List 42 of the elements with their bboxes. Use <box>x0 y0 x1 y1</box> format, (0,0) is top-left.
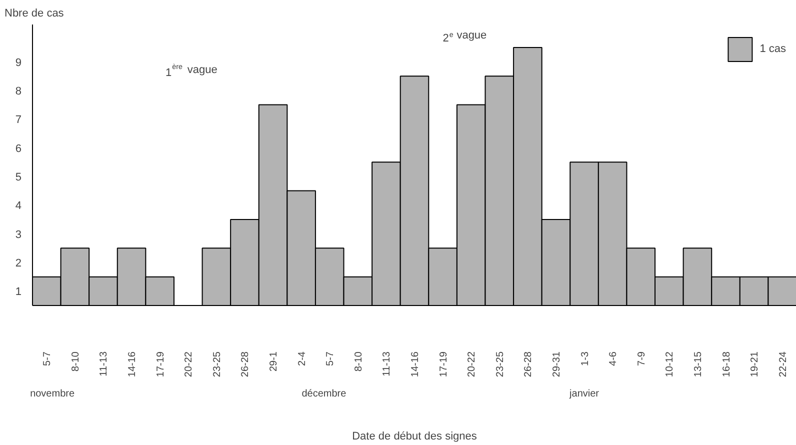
x-tick-label: 23-25 <box>212 351 223 378</box>
text: décembre <box>302 388 347 400</box>
x-tick-label: 8-10 <box>353 351 364 372</box>
x-axis-title: Date de début des signes <box>352 430 478 442</box>
y-tick-label: 3 <box>15 228 22 241</box>
x-tick-label: 14-16 <box>410 351 421 378</box>
y-tick-label: 6 <box>15 142 22 155</box>
x-tick-label: 26-28 <box>523 351 534 378</box>
x-tick-label: 14-16 <box>127 351 138 378</box>
legend-label: 1 cas <box>760 43 786 55</box>
x-tick-label: 26-28 <box>240 351 252 378</box>
x-tick-label: 11-13 <box>98 351 110 376</box>
x-tick-label: 2-4 <box>296 351 308 366</box>
y-tick-label: 1 <box>15 286 22 298</box>
x-tick-label: 29-1 <box>268 351 280 372</box>
x-tick-label: 17-19 <box>155 351 166 378</box>
x-tick-label: 5-7 <box>325 351 336 366</box>
x-tick-label: 10-12 <box>664 351 676 378</box>
x-tick-label: 23-25 <box>494 351 506 378</box>
x-tick-label: 29-31 <box>551 351 562 378</box>
x-tick-label: 11-13 <box>382 351 393 376</box>
y-tick-label: 8 <box>15 85 22 98</box>
y-axis-title: Nbre de cas <box>4 8 64 20</box>
x-tick-label: 17-19 <box>438 351 450 378</box>
text: janvier <box>568 388 600 400</box>
x-tick-label: 19-21 <box>750 351 761 378</box>
y-tick-label: 2 <box>15 257 22 270</box>
y-tick-label: 9 <box>15 56 22 69</box>
x-tick-label: 13-15 <box>692 351 704 378</box>
text: novembre <box>30 388 75 400</box>
y-tick-label: 4 <box>15 200 22 212</box>
x-tick-label: 16-18 <box>721 351 732 378</box>
y-tick-label: 7 <box>15 114 22 126</box>
y-tick-label: 5 <box>15 171 22 184</box>
x-tick-label: 7-9 <box>636 351 648 366</box>
x-tick-label: 20-22 <box>184 351 195 378</box>
x-tick-label: 4-6 <box>608 351 620 366</box>
x-tick-label: 22-24 <box>778 351 789 378</box>
x-tick-label: 8-10 <box>70 351 82 372</box>
x-tick-label: 20-22 <box>466 351 478 378</box>
x-tick-label: 1-3 <box>580 351 591 366</box>
x-tick-label: 5-7 <box>42 351 54 366</box>
